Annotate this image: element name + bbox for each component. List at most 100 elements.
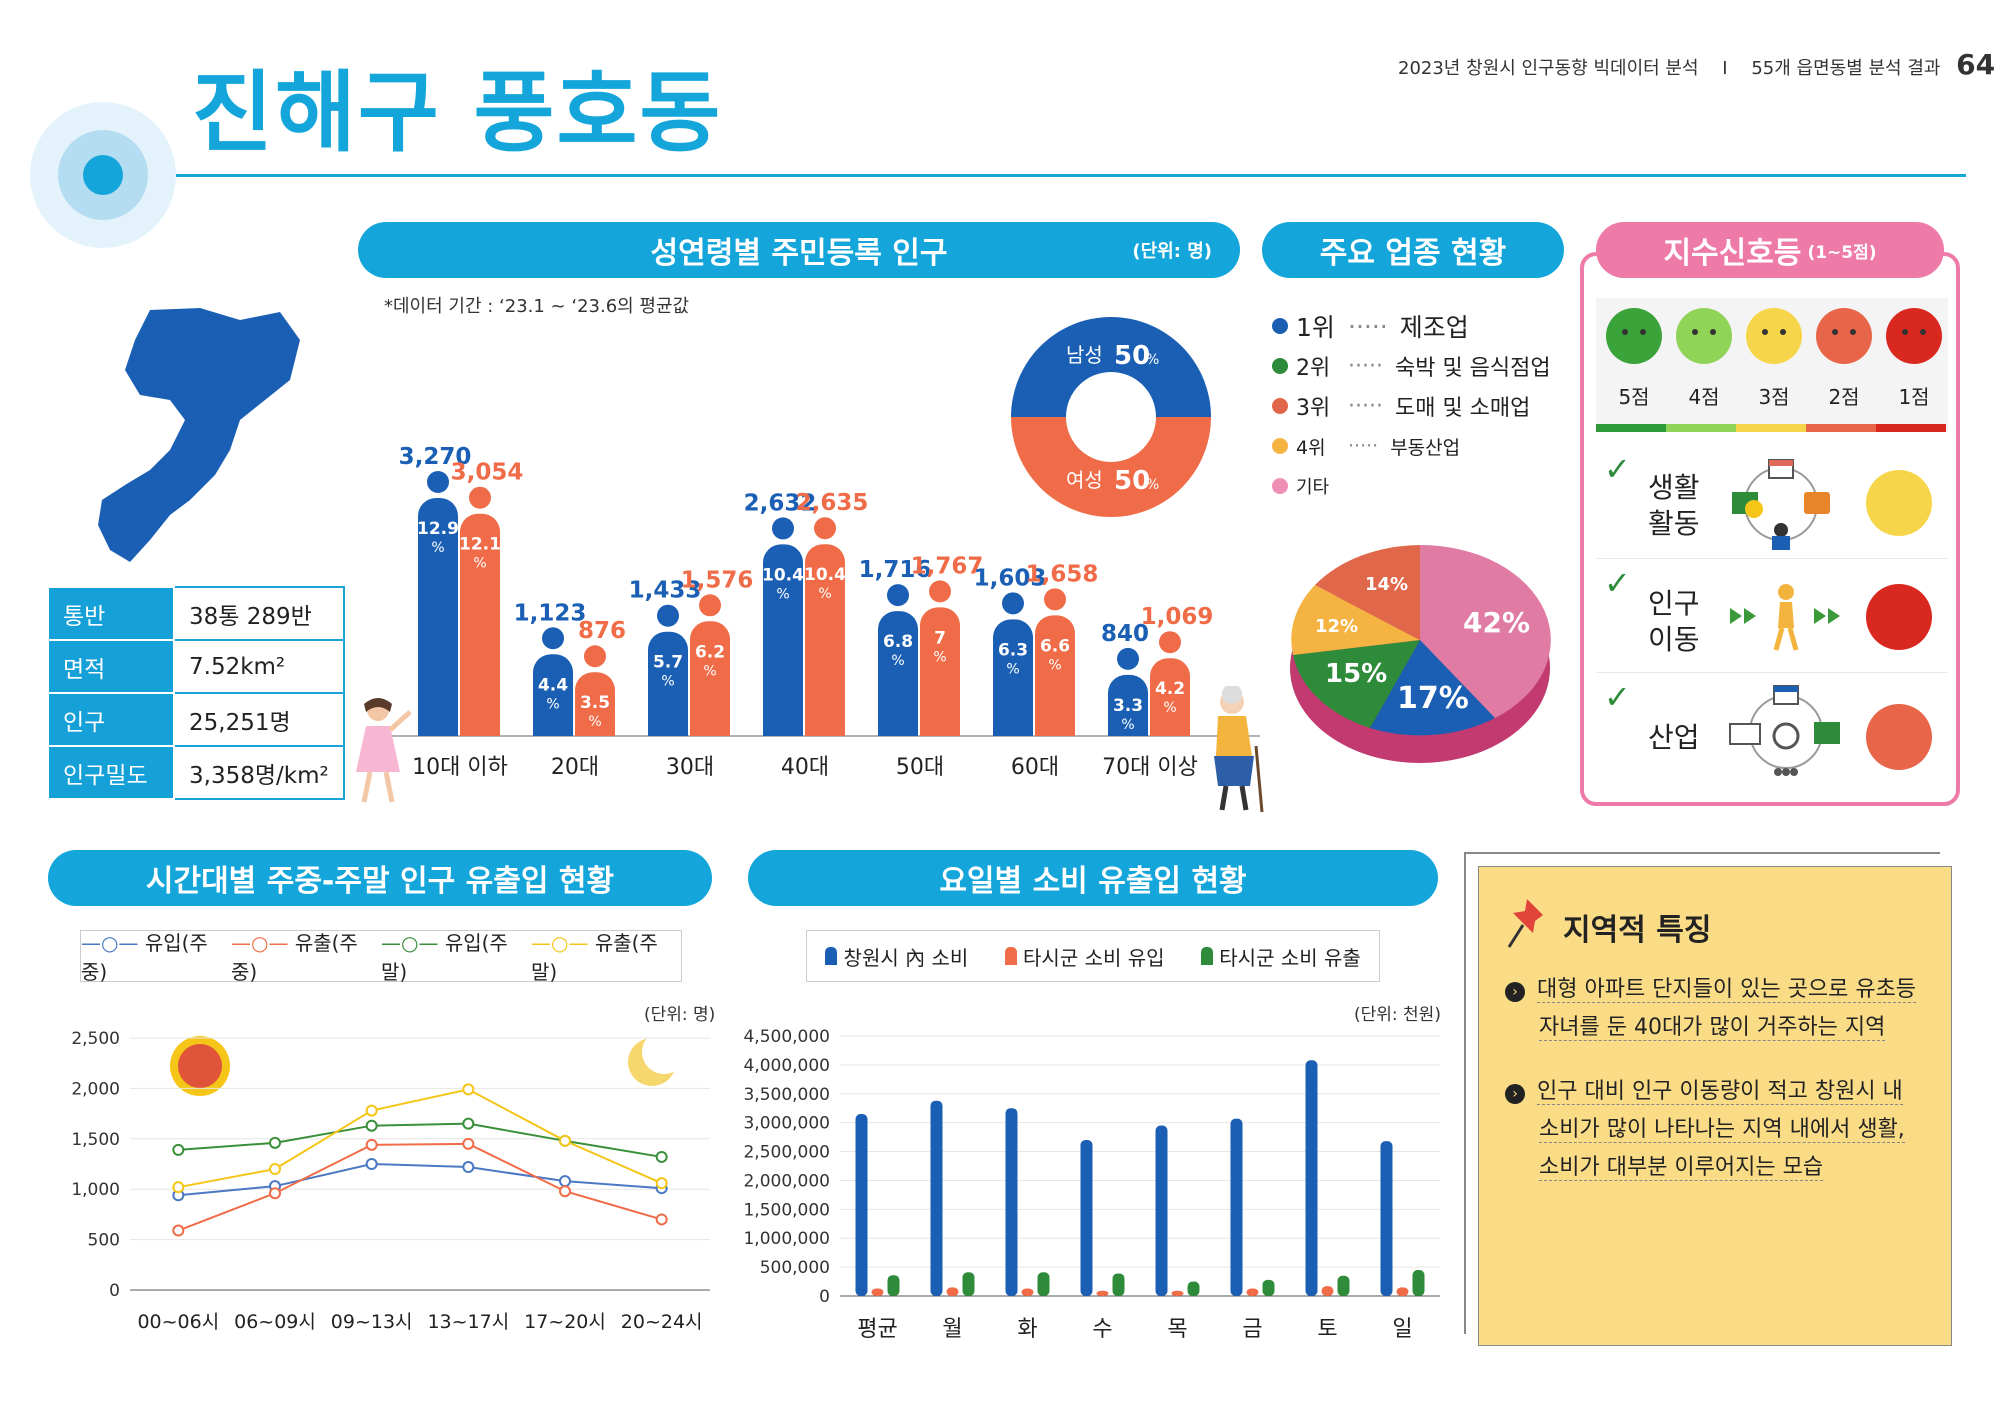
series-point [655, 1177, 668, 1190]
series-point [172, 1181, 185, 1194]
consume-bar [1321, 1286, 1334, 1296]
person-head-icon [887, 584, 909, 607]
pie-label-4: 12% [1315, 616, 1358, 637]
consume-unit: (단위: 천원) [1354, 1005, 1441, 1025]
x-tick-label: 20~24시 [621, 1311, 703, 1333]
feature-line: 대형 아파트 단지들이 있는 곳으로 유초등 [1537, 977, 1917, 1003]
report-title: 2023년 창원시 인구동향 빅데이터 분석 I 55개 읍면동별 분석 결과 … [1398, 48, 1995, 81]
legend-label: 타시군 소비 유입 [1023, 945, 1165, 970]
signal-label: 활동 [1648, 507, 1700, 540]
y-tick-label: 2,500 [71, 1029, 120, 1049]
pie-label-1: 17% [1397, 681, 1469, 716]
pop-pct-unit: % [1121, 717, 1134, 733]
industry-name: 제조업 [1399, 313, 1469, 342]
pop-pct-label: 10.4 [762, 565, 804, 585]
legend-item: —○— 유출(주말) [531, 927, 681, 985]
face-eye [1622, 329, 1628, 335]
y-tick-label: 2,000,000 [743, 1171, 830, 1191]
signal-header: 지수신호등 (1~5점) [1596, 222, 1944, 278]
series-point [462, 1117, 475, 1130]
info-row: 통반 38통 289반 [47, 586, 345, 641]
x-tick-label: 10대 이하 [412, 755, 508, 780]
feature-line: 인구 대비 인구 이동량이 적고 창원시 내 [1537, 1079, 1903, 1105]
series-point [365, 1119, 378, 1132]
series-point [269, 1136, 281, 1149]
pop-pct-unit: % [818, 586, 831, 602]
pop-value-label: 876 [578, 618, 626, 644]
industry-rank: 4위 [1296, 436, 1326, 459]
pop-pct-unit: % [776, 586, 789, 602]
consume-bar [930, 1100, 943, 1296]
male-pct: % [1146, 352, 1159, 368]
pop-pct-label: 3.5 [580, 693, 610, 713]
pop-bar-fill [533, 674, 573, 736]
score-bar-segment [1596, 424, 1666, 432]
pop-pct-label: 12.1 [459, 535, 501, 555]
info-value: 25,251명 [173, 692, 345, 747]
face-icon-3 [1866, 470, 1932, 536]
industry-icon [1729, 685, 1840, 776]
score-label: 3점 [1758, 385, 1789, 409]
consume-legend: 창원시 內 소비 타시군 소비 유입 타시군 소비 유출 [806, 930, 1380, 982]
signal-row-activity: ✓ 생활 활동 [1596, 448, 1948, 559]
feature-box: 지역적 특징 › 대형 아파트 단지들이 있는 곳으로 유초등 자녀를 둔 40대… [1478, 866, 1952, 1346]
legend-item: 창원시 內 소비 [825, 942, 968, 971]
industry-header: 주요 업종 현황 [1262, 222, 1564, 278]
pop-bar-fill [460, 533, 500, 736]
signal-label: 인구 [1648, 587, 1700, 620]
series-line [178, 1162, 662, 1197]
pop-pct-label: 5.7 [653, 653, 683, 673]
legend-label: 유입(주중) [81, 931, 208, 984]
y-tick-label: 3,000,000 [743, 1114, 830, 1134]
consume-bar [1380, 1141, 1393, 1296]
info-table: 통반 38통 289반 면적 7.52km² 인구 25,251명 인구밀도 3,358… [47, 586, 345, 800]
person-head-icon [772, 517, 794, 540]
feature-title: 지역적 특징 [1563, 913, 1712, 948]
x-tick-label: 토 [1317, 1317, 1337, 1342]
y-tick-label: 4,500,000 [743, 1027, 830, 1047]
series-point [365, 1138, 378, 1151]
line-marker-icon: —○— [381, 931, 439, 955]
male-label: 남성 [1066, 343, 1103, 367]
pop-section-title: 성연령별 주민등록 인구 [650, 236, 948, 271]
legend-item: —○— 유입(주중) [81, 927, 231, 985]
y-tick-label: 0 [109, 1281, 120, 1301]
y-tick-label: 2,000 [71, 1079, 120, 1099]
series-point [462, 1161, 475, 1174]
pin-icon [1507, 899, 1543, 948]
rank-dot-icon [1272, 398, 1288, 414]
industry-item: 4위 ····· 부동산업 [1272, 426, 1572, 466]
pop-bar-fill [648, 651, 688, 736]
pop-pct-label: 4.4 [538, 675, 568, 695]
series-point [559, 1134, 571, 1147]
pop-bar-fill [1150, 678, 1190, 736]
y-tick-label: 4,000,000 [743, 1056, 830, 1076]
pop-value-label: 3,054 [451, 460, 524, 486]
pop-pct-unit: % [703, 663, 716, 679]
industry-item: 3위 ····· 도매 및 소매업 [1272, 386, 1572, 426]
pop-value-label: 1,658 [1026, 561, 1099, 587]
series-point [172, 1143, 185, 1156]
pop-bar-fill [920, 627, 960, 736]
x-tick-label: 13~17시 [427, 1311, 509, 1333]
signal-subtitle: (1~5점) [1807, 242, 1877, 263]
score-bar-segment [1736, 424, 1806, 432]
face-eye [1902, 329, 1908, 335]
feature-line: 소비가 많이 나타나는 지역 내에서 생활, [1539, 1117, 1905, 1143]
info-value: 38통 289반 [173, 586, 345, 641]
x-tick-label: 06~09시 [234, 1311, 316, 1333]
face-icon [1886, 308, 1942, 364]
grandma-illustration [1214, 686, 1264, 813]
bar-marker-icon [1200, 946, 1213, 965]
consume-bar [1412, 1270, 1425, 1296]
industry-legend: 1위 ····· 제조업 2위 ····· 숙박 및 음식점업 3위 ·····… [1272, 306, 1572, 506]
y-tick-label: 0 [819, 1287, 830, 1307]
signal-label: 산업 [1648, 721, 1700, 754]
y-tick-label: 500,000 [760, 1258, 830, 1278]
rank-dot-icon [1272, 358, 1288, 374]
pop-pct-label: 4.2 [1155, 679, 1185, 699]
bullet-icon: › [1505, 982, 1525, 1002]
flow-header: 시간대별 주중-주말 인구 유출입 현황 [48, 850, 712, 906]
legend-label: 창원시 內 소비 [843, 945, 969, 970]
industry-item: 기타 [1272, 466, 1572, 506]
